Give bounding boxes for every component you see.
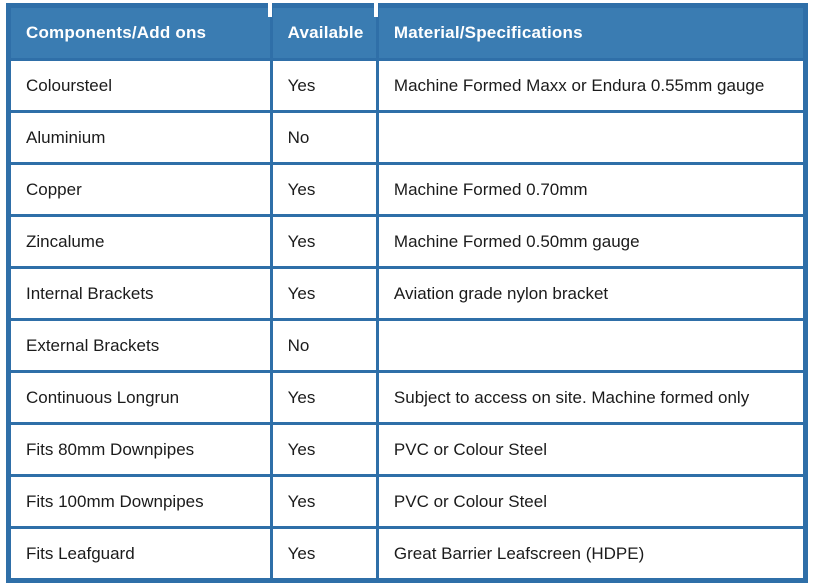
table-row: Fits 80mm Downpipes Yes PVC or Colour St… — [11, 425, 803, 474]
cell-component: External Brackets — [11, 321, 270, 370]
cell-component: Internal Brackets — [11, 269, 270, 318]
cell-spec: PVC or Colour Steel — [378, 425, 803, 474]
cell-component: Continuous Longrun — [11, 373, 270, 422]
cell-available: Yes — [272, 217, 376, 266]
table-row: Fits Leafguard Yes Great Barrier Leafscr… — [11, 529, 803, 578]
cell-spec: PVC or Colour Steel — [378, 477, 803, 526]
header-row: Components/Add ons Available Material/Sp… — [11, 3, 803, 58]
cell-component: Coloursteel — [11, 61, 270, 110]
column-header-components: Components/Add ons — [11, 8, 270, 58]
table-row: Continuous Longrun Yes Subject to access… — [11, 373, 803, 422]
cell-component: Fits Leafguard — [11, 529, 270, 578]
cell-spec: Aviation grade nylon bracket — [378, 269, 803, 318]
cell-component: Aluminium — [11, 113, 270, 162]
table-row: Internal Brackets Yes Aviation grade nyl… — [11, 269, 803, 318]
cell-component: Copper — [11, 165, 270, 214]
cell-spec: Machine Formed 0.50mm gauge — [378, 217, 803, 266]
cell-available: Yes — [272, 477, 376, 526]
cell-available: No — [272, 113, 376, 162]
cell-spec: Machine Formed 0.70mm — [378, 165, 803, 214]
specs-table: Components/Add ons Available Material/Sp… — [6, 3, 808, 583]
cell-available: Yes — [272, 269, 376, 318]
table-row: Zincalume Yes Machine Formed 0.50mm gaug… — [11, 217, 803, 266]
cell-spec — [378, 113, 803, 162]
table-row: Fits 100mm Downpipes Yes PVC or Colour S… — [11, 477, 803, 526]
table-row: Aluminium No — [11, 113, 803, 162]
cell-component: Zincalume — [11, 217, 270, 266]
column-header-material: Material/Specifications — [373, 3, 803, 58]
cell-available: Yes — [272, 61, 376, 110]
cell-spec — [378, 321, 803, 370]
cell-spec: Great Barrier Leafscreen (HDPE) — [378, 529, 803, 578]
table-row: Copper Yes Machine Formed 0.70mm — [11, 165, 803, 214]
cell-available: Yes — [272, 529, 376, 578]
table-row: Coloursteel Yes Machine Formed Maxx or E… — [11, 61, 803, 110]
table-row: External Brackets No — [11, 321, 803, 370]
cell-spec: Machine Formed Maxx or Endura 0.55mm gau… — [378, 61, 803, 110]
cell-available: Yes — [272, 425, 376, 474]
cell-available: Yes — [272, 373, 376, 422]
cell-spec: Subject to access on site. Machine forme… — [378, 373, 803, 422]
cell-available: Yes — [272, 165, 376, 214]
column-header-available: Available — [267, 3, 376, 58]
cell-available: No — [272, 321, 376, 370]
cell-component: Fits 80mm Downpipes — [11, 425, 270, 474]
cell-component: Fits 100mm Downpipes — [11, 477, 270, 526]
